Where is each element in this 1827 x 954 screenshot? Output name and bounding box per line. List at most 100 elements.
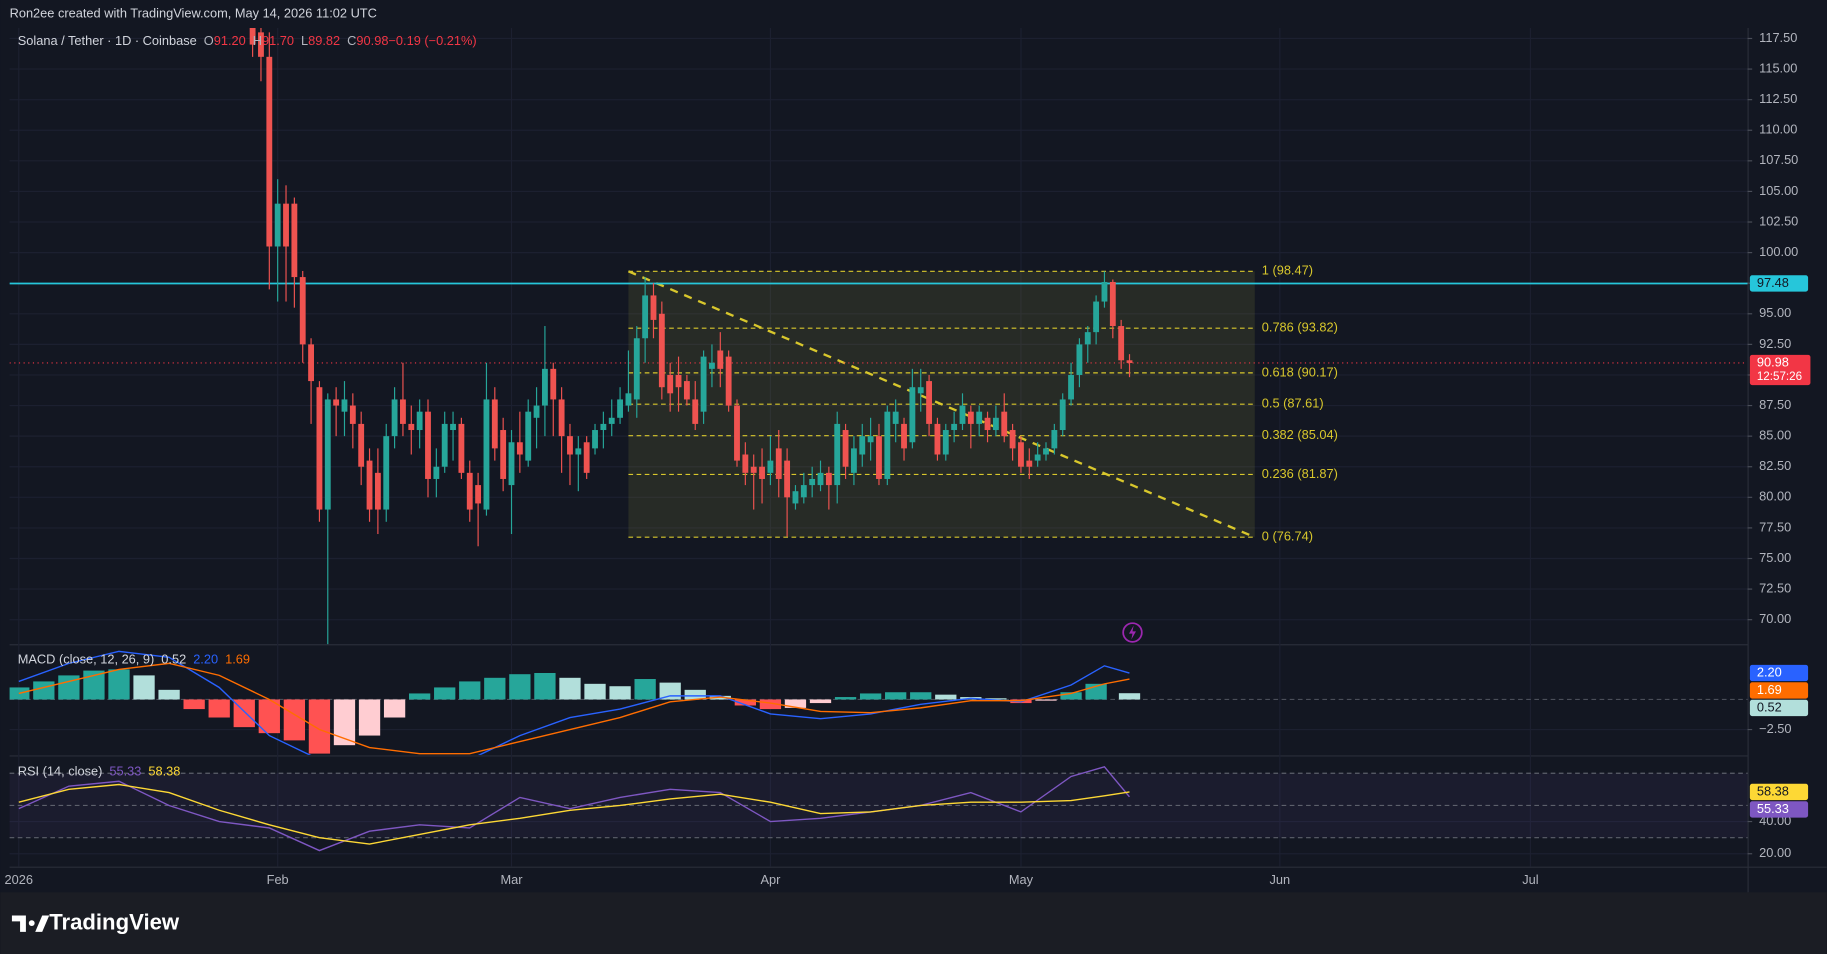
candle-body — [1026, 460, 1033, 467]
candle-body — [692, 399, 699, 424]
x-tick-label: 2026 — [5, 872, 33, 887]
candle-body — [374, 472, 381, 510]
series-badge-label: 58.38 — [1757, 783, 1789, 798]
candle-body — [1101, 281, 1108, 302]
candle-body — [859, 436, 866, 455]
histogram-bar — [734, 699, 756, 706]
histogram-bar — [434, 687, 456, 700]
candle-body — [249, 27, 256, 45]
credit: Ron2ee created with TradingView.com, May… — [10, 5, 377, 20]
candle-body — [1084, 332, 1091, 345]
candle-body — [533, 405, 540, 418]
grid — [9, 772, 1748, 855]
legend-part: L — [301, 33, 308, 48]
candle-body — [299, 277, 306, 345]
candle-body — [917, 387, 924, 394]
candle-body — [475, 485, 482, 504]
legend-part: 89.82 — [308, 33, 340, 48]
candle-body — [516, 442, 523, 455]
y-tick-label: 92.50 — [1759, 336, 1791, 351]
candle-body — [483, 399, 490, 510]
countdown: 12:57:26 — [1757, 370, 1802, 383]
histogram-bar — [885, 692, 907, 700]
candle-body — [1109, 281, 1116, 327]
candle-body — [600, 423, 607, 431]
histogram-bar — [108, 669, 130, 700]
x-tick-label: Mar — [500, 872, 523, 887]
histogram-bar — [509, 674, 531, 700]
candle-body — [617, 399, 624, 418]
histogram-bar — [258, 699, 280, 734]
candle-body — [491, 399, 498, 449]
histogram-bar — [9, 687, 30, 700]
y-tick-label: −2.50 — [1759, 721, 1791, 736]
candle-body — [391, 399, 398, 437]
brand-name: TradingView — [49, 910, 180, 935]
legend-part: Solana / Tether · 1D · Coinbase — [18, 33, 197, 48]
candle-body — [759, 466, 765, 479]
candle-body — [967, 411, 974, 424]
x-tick-label: Feb — [267, 872, 289, 887]
x-tick-label: Jul — [1522, 872, 1538, 887]
candle-body — [541, 368, 548, 406]
x-tick-label: Jun — [1270, 872, 1291, 887]
candle-body — [951, 423, 958, 431]
rsi-line — [18, 783, 1130, 845]
candle-body — [650, 295, 657, 320]
candle-body — [750, 466, 757, 473]
candle-body — [450, 423, 456, 431]
fib-label: 0.5 (87.61) — [1262, 396, 1324, 411]
candle-body — [1068, 374, 1074, 400]
histogram-bar — [383, 699, 406, 718]
histogram-badge — [1749, 699, 1809, 717]
candle-body — [608, 417, 615, 424]
y-tick-label: 70.00 — [1759, 611, 1791, 626]
candle-body — [884, 411, 891, 479]
candle-body — [992, 417, 999, 431]
trendline — [627, 270, 1256, 539]
legend-value: 2.20 — [193, 652, 218, 667]
candle-body — [274, 203, 281, 247]
candle-body — [725, 356, 732, 406]
brand-logo — [11, 915, 50, 932]
histogram-bar — [584, 683, 606, 700]
last-price-badge — [1749, 354, 1811, 386]
candle-body — [575, 448, 582, 455]
histogram-bar — [1035, 699, 1057, 701]
candle-body — [901, 423, 907, 449]
alert-icon — [1122, 622, 1143, 643]
candle-body — [525, 411, 532, 461]
candle-body — [675, 374, 682, 388]
candle-body — [1118, 326, 1125, 361]
candle-body — [592, 430, 598, 449]
candle-body — [742, 454, 749, 473]
legend-value: 0.52 — [161, 652, 186, 667]
histogram-bar — [759, 699, 782, 710]
legend-part: O — [204, 33, 214, 48]
fib-label: 0 (76.74) — [1262, 529, 1313, 544]
candle-body — [324, 399, 331, 510]
candle-body — [383, 436, 390, 510]
histogram-bar — [58, 675, 80, 700]
candle-body — [558, 399, 565, 437]
candle-body — [850, 448, 857, 473]
y-tick-label: 20.00 — [1759, 845, 1791, 860]
y-tick-label: 87.50 — [1759, 397, 1791, 412]
candle-body — [441, 423, 448, 467]
candle-body — [308, 344, 314, 382]
y-tick-label: 115.00 — [1759, 60, 1797, 75]
histogram-bar — [308, 699, 331, 754]
candle-body — [583, 442, 590, 473]
legend-value: 55.33 — [109, 764, 141, 779]
footer-bar — [0, 892, 1827, 954]
x-tick-label: May — [1009, 872, 1034, 887]
y-tick-label: 105.00 — [1759, 183, 1798, 198]
indicator-legend: MACD (close, 12, 26, 9) 0.52 2.20 1.69 — [18, 652, 250, 667]
candle-body — [717, 350, 724, 369]
legend-title: MACD (close, 12, 26, 9) — [18, 652, 155, 667]
candle-body — [767, 460, 774, 473]
candle-body — [1076, 344, 1083, 375]
candle-body — [400, 399, 406, 424]
